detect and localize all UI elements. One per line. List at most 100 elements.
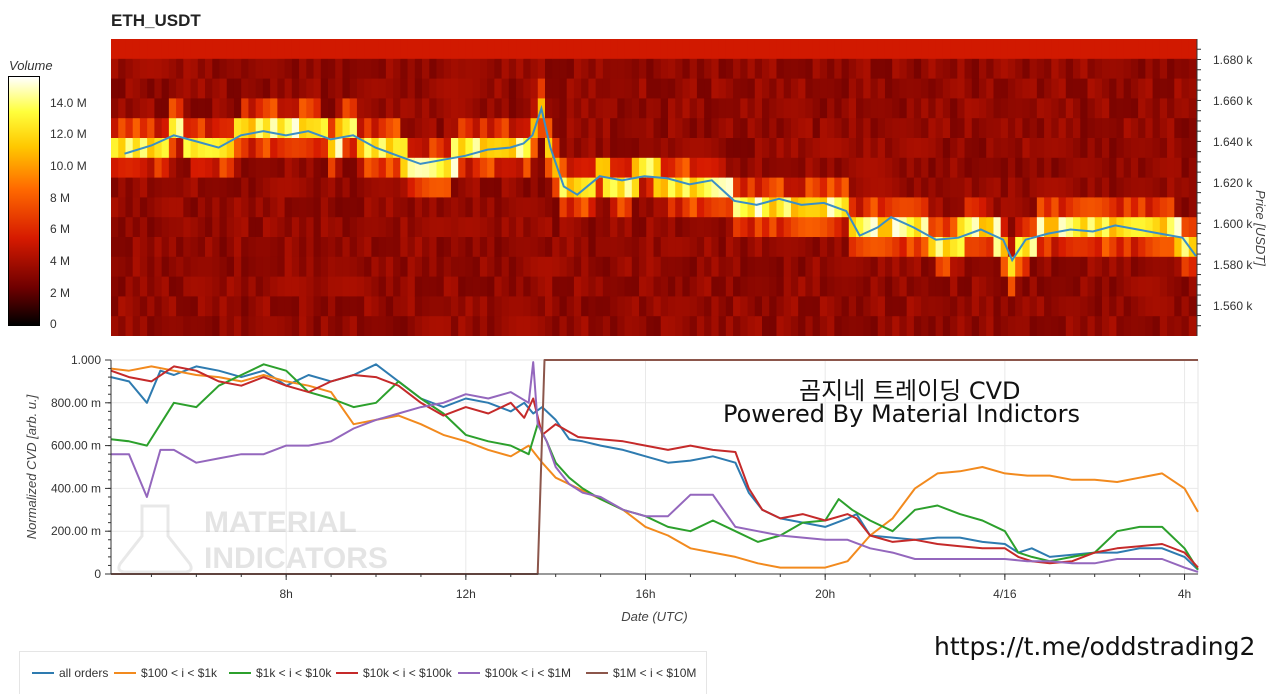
heatmap-cell: [906, 39, 915, 60]
heatmap-cell: [299, 237, 307, 258]
heatmap-cell: [458, 217, 467, 238]
heatmap-cell: [465, 237, 474, 258]
heatmap-cell: [407, 217, 416, 238]
heatmap-cell: [798, 197, 806, 218]
heatmap-cell: [219, 197, 228, 218]
heatmap-cell: [950, 157, 958, 179]
heatmap-cell: [1022, 316, 1031, 336]
series-line-3: [110, 365, 1199, 569]
heatmap-cell: [523, 296, 532, 317]
heatmap-cell: [1000, 177, 1009, 198]
heatmap-cell: [884, 78, 893, 99]
legend-item[interactable]: $1M < i < $10M: [586, 666, 696, 680]
legend-item[interactable]: $10k < i < $100k: [336, 666, 452, 680]
heatmap-cell: [892, 58, 901, 80]
heatmap-cell: [313, 58, 322, 80]
heatmap-cell: [168, 177, 177, 198]
heatmap-cell: [161, 177, 170, 198]
heatmap-cell: [899, 256, 908, 278]
heatmap-cell: [928, 237, 937, 258]
heatmap-cell: [1094, 256, 1103, 278]
heatmap-cell: [248, 157, 257, 179]
heatmap-cell: [450, 237, 459, 258]
heatmap-cell: [769, 197, 778, 218]
heatmap-cell: [132, 276, 141, 297]
heatmap-cell: [783, 39, 792, 60]
heatmap-cell: [957, 217, 966, 238]
heatmap-cell: [834, 296, 843, 317]
heatmap-cell: [689, 197, 698, 218]
heatmap-cell: [971, 256, 980, 278]
heatmap-cell: [125, 78, 134, 99]
heatmap-cell: [530, 157, 539, 179]
heatmap-cell: [682, 39, 691, 60]
heatmap-cell: [1159, 157, 1168, 179]
heatmap-cell: [769, 78, 778, 99]
heatmap-cell: [118, 39, 127, 60]
heatmap-cell: [262, 296, 271, 317]
heatmap-cell: [414, 296, 423, 317]
heatmap-cell: [154, 256, 163, 278]
heatmap-cell: [1051, 276, 1060, 297]
heatmap-cell: [798, 58, 806, 80]
heatmap-cell: [161, 276, 170, 297]
heatmap-cell: [675, 177, 684, 198]
heatmap-cell: [349, 98, 358, 119]
heatmap-cell: [1087, 78, 1096, 99]
heatmap-cell: [595, 197, 604, 218]
heatmap-cell: [501, 256, 510, 278]
heatmap-cell: [262, 276, 271, 297]
heatmap-cell: [1174, 138, 1183, 159]
legend-item[interactable]: $100 < i < $1k: [114, 666, 217, 680]
heatmap-cell: [704, 157, 712, 179]
heatmap-cell: [1036, 197, 1045, 218]
heatmap-cell: [1181, 296, 1190, 317]
heatmap-cell: [1051, 197, 1060, 218]
heatmap-cell: [834, 58, 843, 80]
heatmap-cell: [1116, 276, 1125, 297]
heatmap-cell: [856, 237, 864, 258]
heatmap-cell: [393, 118, 401, 139]
heatmap-cell: [443, 58, 452, 80]
heatmap-cell: [328, 237, 336, 258]
heatmap-cell: [624, 138, 633, 159]
heatmap-cell: [1036, 296, 1045, 317]
heatmap-cell: [255, 58, 264, 80]
legend-item[interactable]: all orders: [32, 666, 108, 680]
heatmap-cell: [696, 118, 705, 139]
heatmap-cell: [212, 98, 221, 119]
heatmap-cell: [906, 276, 915, 297]
x-tick-label: 4/16: [993, 587, 1017, 601]
heatmap-cell: [1188, 197, 1197, 218]
legend-item[interactable]: $100k < i < $1M: [458, 666, 571, 680]
heatmap-cell: [689, 296, 698, 317]
heatmap-cell: [545, 217, 553, 238]
heatmap-cell: [704, 316, 712, 336]
heatmap-cell: [667, 316, 676, 336]
heatmap-cell: [610, 138, 618, 159]
heatmap-cell: [689, 138, 698, 159]
heatmap-cell: [602, 39, 611, 60]
heatmap-cell: [884, 237, 893, 258]
heatmap-cell: [342, 276, 351, 297]
heatmap-cell: [624, 296, 633, 317]
heatmap-cell: [581, 39, 589, 60]
heatmap-cell: [928, 217, 937, 238]
heatmap-cell: [675, 98, 684, 119]
heatmap-cell: [400, 217, 409, 238]
heatmap-cell: [790, 256, 799, 278]
heatmap-cell: [1007, 296, 1016, 317]
heatmap-cell: [422, 296, 430, 317]
heatmap-cell: [892, 296, 901, 317]
heatmap-cell: [725, 78, 734, 99]
telegram-link[interactable]: https://t.me/oddstrading2: [934, 632, 1256, 661]
heatmap-cell: [769, 316, 778, 336]
heatmap-cell: [631, 256, 640, 278]
legend-item[interactable]: $1k < i < $10k: [229, 666, 331, 680]
heatmap-cell: [863, 316, 872, 336]
heatmap-cell: [176, 98, 184, 119]
heatmap-cell: [414, 157, 423, 179]
heatmap-cell: [284, 256, 293, 278]
heatmap-cell: [660, 58, 669, 80]
